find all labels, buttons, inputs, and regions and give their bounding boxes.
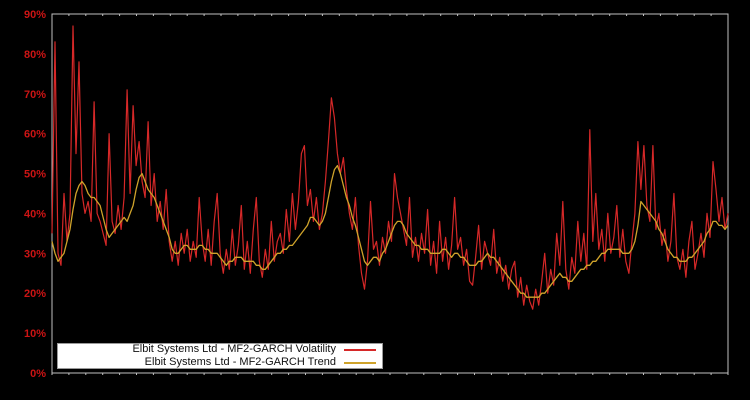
legend-item-volatility: Elbit Systems Ltd - MF2-GARCH Volatility xyxy=(58,343,376,356)
legend-label-trend: Elbit Systems Ltd - MF2-GARCH Trend xyxy=(144,356,336,368)
y-axis-tick-label: 70% xyxy=(24,89,46,101)
plot-border xyxy=(51,13,729,374)
volatility-line xyxy=(51,25,729,310)
y-axis-tick-label: 50% xyxy=(24,169,46,181)
y-axis-tick-label: 60% xyxy=(24,129,46,141)
y-axis-tick-label: 90% xyxy=(24,9,46,21)
y-axis-tick-label: 10% xyxy=(24,328,46,340)
y-axis-tick-label: 80% xyxy=(24,49,46,61)
axis-ticks xyxy=(51,14,729,375)
y-axis-tick-label: 40% xyxy=(24,208,46,220)
legend-item-trend: Elbit Systems Ltd - MF2-GARCH Trend xyxy=(58,356,376,369)
y-axis-tick-labels: 0% 10% 20% 30% 40% 50% 60% 70% 80% 90% xyxy=(24,9,46,380)
legend-label-volatility: Elbit Systems Ltd - MF2-GARCH Volatility xyxy=(132,343,336,355)
legend-line-sample-trend xyxy=(344,361,376,364)
trend-line xyxy=(51,164,729,298)
series-lines xyxy=(51,25,729,310)
y-axis-tick-label: 0% xyxy=(30,368,46,380)
legend: Elbit Systems Ltd - MF2-GARCH Volatility… xyxy=(57,343,383,369)
legend-line-sample-volatility xyxy=(344,348,376,351)
y-axis-tick-label: 30% xyxy=(24,248,46,260)
y-axis-tick-label: 20% xyxy=(24,288,46,300)
